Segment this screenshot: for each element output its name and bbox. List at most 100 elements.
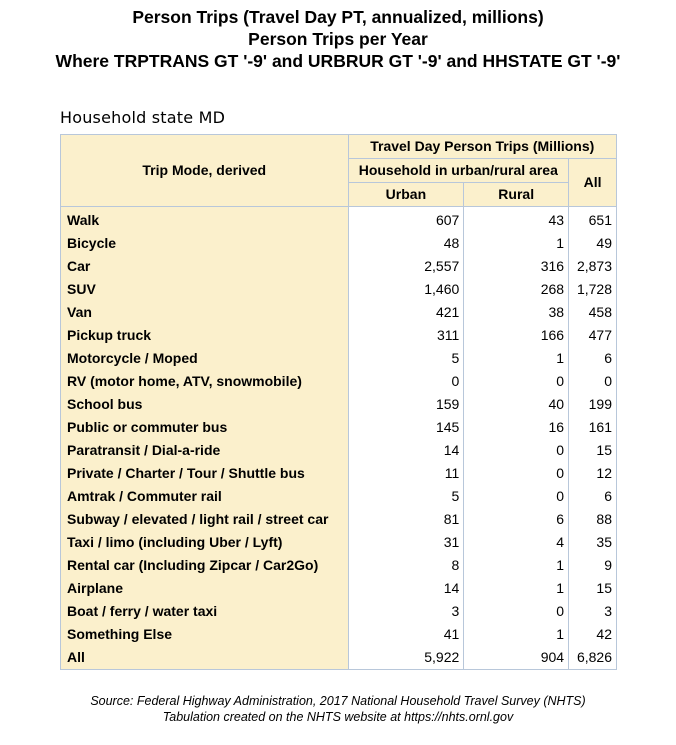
cell-urban: 159 bbox=[347, 393, 465, 416]
cell-rural: 0 bbox=[463, 462, 570, 485]
cell-rural: 268 bbox=[463, 278, 570, 301]
cell-rural: 904 bbox=[463, 646, 570, 670]
table-row: Bicycle 48 1 49 bbox=[60, 232, 617, 255]
cell-all: 42 bbox=[568, 623, 617, 646]
table-row: School bus 159 40 199 bbox=[60, 393, 617, 416]
cell-urban: 145 bbox=[347, 416, 465, 439]
row-label: Amtrak / Commuter rail bbox=[60, 485, 349, 508]
cell-rural: 0 bbox=[463, 439, 570, 462]
cell-rural: 43 bbox=[463, 206, 570, 232]
cell-urban: 2,557 bbox=[347, 255, 465, 278]
row-label: School bus bbox=[60, 393, 349, 416]
column-header-rural: Rural bbox=[463, 182, 570, 207]
table-row: Subway / elevated / light rail / street … bbox=[60, 508, 617, 531]
column-header-top: Travel Day Person Trips (Millions) bbox=[347, 134, 618, 159]
cell-all: 0 bbox=[568, 370, 617, 393]
report-filter-title: Where TRPTRANS GT '-9' and URBRUR GT '-9… bbox=[55, 51, 621, 71]
row-label: Motorcycle / Moped bbox=[60, 347, 349, 370]
cell-urban: 14 bbox=[347, 577, 465, 600]
cell-all: 161 bbox=[568, 416, 617, 439]
row-label: Boat / ferry / water taxi bbox=[60, 600, 349, 623]
cell-rural: 1 bbox=[463, 554, 570, 577]
cell-all: 35 bbox=[568, 531, 617, 554]
cell-all: 199 bbox=[568, 393, 617, 416]
cell-urban: 31 bbox=[347, 531, 465, 554]
cell-all: 3 bbox=[568, 600, 617, 623]
cell-rural: 1 bbox=[463, 232, 570, 255]
table-row: Public or commuter bus 145 16 161 bbox=[60, 416, 617, 439]
cell-rural: 40 bbox=[463, 393, 570, 416]
row-label: Something Else bbox=[60, 623, 349, 646]
cell-urban: 5 bbox=[347, 485, 465, 508]
cell-urban: 14 bbox=[347, 439, 465, 462]
table-row: Pickup truck 311 166 477 bbox=[60, 324, 617, 347]
table-row: Boat / ferry / water taxi 3 0 3 bbox=[60, 600, 617, 623]
cell-rural: 38 bbox=[463, 301, 570, 324]
table-row: Rental car (Including Zipcar / Car2Go) 8 1… bbox=[60, 554, 617, 577]
cell-urban: 421 bbox=[347, 301, 465, 324]
cell-all: 9 bbox=[568, 554, 617, 577]
column-header-group: Household in urban/rural area bbox=[347, 158, 570, 183]
cell-all: 477 bbox=[568, 324, 617, 347]
cell-urban: 5,922 bbox=[347, 646, 465, 670]
cell-urban: 607 bbox=[347, 206, 465, 232]
cell-urban: 5 bbox=[347, 347, 465, 370]
row-header-label: Trip Mode, derived bbox=[60, 134, 349, 207]
source-footer: Source: Federal Highway Administration, … bbox=[0, 693, 676, 725]
cell-rural: 16 bbox=[463, 416, 570, 439]
cell-all: 12 bbox=[568, 462, 617, 485]
row-label: SUV bbox=[60, 278, 349, 301]
data-table: Trip Mode, derived Travel Day Person Tri… bbox=[60, 134, 618, 670]
cell-all: 88 bbox=[568, 508, 617, 531]
cell-rural: 1 bbox=[463, 623, 570, 646]
cell-urban: 3 bbox=[347, 600, 465, 623]
table-row: Airplane 14 1 15 bbox=[60, 577, 617, 600]
cell-rural: 1 bbox=[463, 347, 570, 370]
cell-urban: 11 bbox=[347, 462, 465, 485]
row-label: Private / Charter / Tour / Shuttle bus bbox=[60, 462, 349, 485]
table-row: All 5,922 904 6,826 bbox=[60, 646, 617, 670]
cell-urban: 81 bbox=[347, 508, 465, 531]
table-row: Paratransit / Dial-a-ride 14 0 15 bbox=[60, 439, 617, 462]
table-row: Van 421 38 458 bbox=[60, 301, 617, 324]
cell-all: 6 bbox=[568, 485, 617, 508]
table-row: Amtrak / Commuter rail 5 0 6 bbox=[60, 485, 617, 508]
cell-all: 15 bbox=[568, 577, 617, 600]
cell-all: 49 bbox=[568, 232, 617, 255]
row-label: Paratransit / Dial-a-ride bbox=[60, 439, 349, 462]
report-subtitle: Person Trips per Year bbox=[248, 29, 428, 49]
row-label: Rental car (Including Zipcar / Car2Go) bbox=[60, 554, 349, 577]
cell-urban: 0 bbox=[347, 370, 465, 393]
cell-rural: 1 bbox=[463, 577, 570, 600]
table-caption: Household state MD bbox=[60, 108, 226, 127]
cell-rural: 6 bbox=[463, 508, 570, 531]
table-row: Motorcycle / Moped 5 1 6 bbox=[60, 347, 617, 370]
table-row: Car 2,557 316 2,873 bbox=[60, 255, 617, 278]
cell-urban: 8 bbox=[347, 554, 465, 577]
cell-all: 651 bbox=[568, 206, 617, 232]
cell-urban: 48 bbox=[347, 232, 465, 255]
table-row: SUV 1,460 268 1,728 bbox=[60, 278, 617, 301]
row-label: Subway / elevated / light rail / street … bbox=[60, 508, 349, 531]
cell-all: 6 bbox=[568, 347, 617, 370]
row-label: Walk bbox=[60, 206, 349, 232]
table-row: Private / Charter / Tour / Shuttle bus 11… bbox=[60, 462, 617, 485]
column-header-urban: Urban bbox=[347, 182, 465, 207]
source-note: Source: Federal Highway Administration, … bbox=[90, 694, 586, 708]
row-label: Pickup truck bbox=[60, 324, 349, 347]
row-label: All bbox=[60, 646, 349, 670]
row-label: Public or commuter bus bbox=[60, 416, 349, 439]
cell-all: 6,826 bbox=[568, 646, 617, 670]
table-row: Taxi / limo (including Uber / Lyft) 31 4 35 bbox=[60, 531, 617, 554]
row-label: Car bbox=[60, 255, 349, 278]
row-label: Bicycle bbox=[60, 232, 349, 255]
cell-all: 458 bbox=[568, 301, 617, 324]
cell-all: 1,728 bbox=[568, 278, 617, 301]
cell-rural: 0 bbox=[463, 600, 570, 623]
cell-urban: 311 bbox=[347, 324, 465, 347]
row-label: Taxi / limo (including Uber / Lyft) bbox=[60, 531, 349, 554]
row-label: RV (motor home, ATV, snowmobile) bbox=[60, 370, 349, 393]
tabulation-note: Tabulation created on the NHTS website a… bbox=[162, 710, 514, 724]
cell-rural: 166 bbox=[463, 324, 570, 347]
report-title: Person Trips (Travel Day PT, annualized,… bbox=[132, 7, 544, 27]
